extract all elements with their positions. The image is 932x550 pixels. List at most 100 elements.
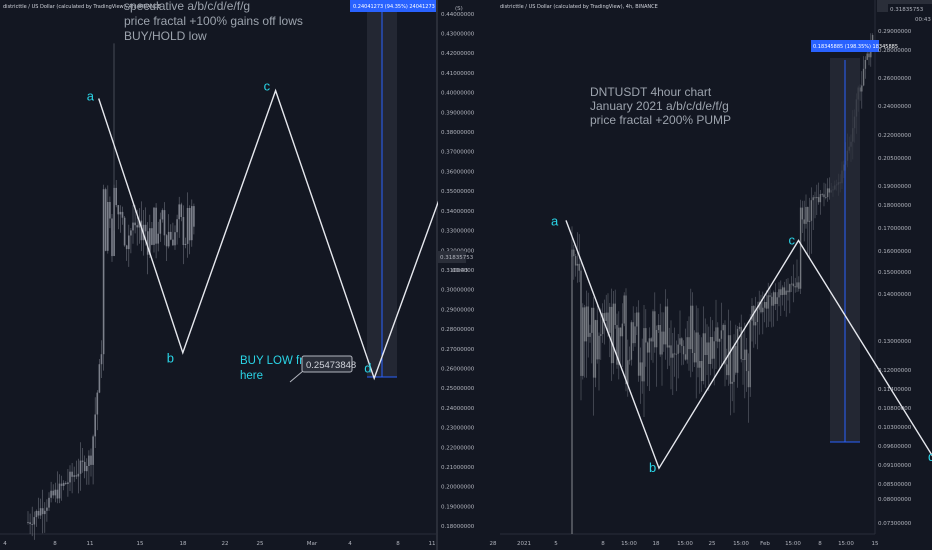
- right-candle-body: [639, 362, 642, 376]
- right-candle-body: [621, 323, 624, 337]
- right-x-tick-label: 8: [601, 541, 605, 547]
- left-y-tick-label: 0.25000000: [441, 386, 475, 392]
- left-candle-body: [153, 207, 155, 245]
- left-candle-body: [75, 475, 78, 477]
- right-x-tick-label: 15:00: [677, 541, 693, 547]
- right-candle-body: [704, 333, 706, 355]
- right-y-tick-label: 0.19000000: [878, 184, 912, 190]
- left-y-tick-label: 0.39000000: [441, 110, 475, 116]
- left-y-tick-label: 0.21000000: [441, 465, 475, 471]
- right-candle-body: [747, 371, 750, 388]
- left-candle-body: [81, 460, 84, 462]
- left-candle-body: [115, 187, 117, 206]
- left-y-tick-label: 0.23000000: [441, 426, 475, 432]
- left-candle-body: [119, 211, 122, 215]
- right-candle-body: [585, 306, 588, 342]
- right-x-tick-label: 25: [709, 541, 716, 547]
- right-candle-body: [821, 194, 823, 195]
- left-candle-body: [92, 436, 94, 465]
- right-wave-line: [565, 220, 932, 470]
- left-candle-body: [44, 510, 46, 515]
- right-candle-body: [819, 194, 822, 203]
- right-candle-body: [648, 338, 651, 353]
- left-measure-label-box: [350, 0, 436, 12]
- right-annotation-line-1: DNTUSDT 4hour chart: [590, 85, 712, 99]
- right-candle-body: [807, 207, 809, 222]
- right-candle-body: [780, 289, 782, 296]
- right-y-tick-label: 0.12000000: [878, 368, 912, 374]
- left-candles: [27, 43, 195, 540]
- left-candle-body: [83, 461, 86, 472]
- right-candle-body: [702, 333, 705, 381]
- right-candle-body: [695, 332, 697, 363]
- right-candle-body: [603, 313, 606, 321]
- left-candle-body: [155, 207, 157, 244]
- right-y-tick-label: 0.11400000: [878, 387, 912, 393]
- left-candle-body: [62, 482, 65, 486]
- right-candle-body: [614, 303, 616, 325]
- right-x-tick-label: 8: [818, 541, 822, 547]
- right-last-price-tag-bg: [888, 4, 932, 13]
- right-y-tick-label: 0.08000000: [878, 497, 912, 503]
- left-y-tick-label: 0.26000000: [441, 367, 475, 373]
- left-candle-body: [186, 208, 189, 244]
- left-measure-label: 0.24041273 (94.35%) 24041273: [353, 4, 435, 10]
- right-candle-body: [616, 325, 618, 365]
- right-candle-body: [600, 334, 602, 336]
- left-candle-body: [180, 204, 183, 217]
- left-y-tick-label: 0.43000000: [441, 32, 475, 38]
- right-candle-body: [612, 303, 615, 364]
- right-candle-body: [643, 328, 645, 382]
- left-candle-body: [136, 225, 138, 228]
- right-candle-body: [594, 320, 597, 378]
- right-y-tick-label: 0.20500000: [878, 156, 912, 162]
- left-candle-body: [31, 524, 33, 525]
- left-candle-body: [46, 507, 48, 511]
- left-candle-body: [29, 522, 31, 524]
- right-candle-body: [866, 53, 868, 60]
- left-candle-body: [104, 189, 107, 251]
- left-x-tick-label: 4: [3, 541, 7, 547]
- left-candle-body: [98, 364, 101, 393]
- buy-price-pointer: [289, 370, 304, 383]
- right-candle-body: [598, 335, 600, 360]
- right-x-tick-label: Feb: [760, 541, 770, 547]
- right-x-tick-label: 5: [554, 541, 558, 547]
- right-candle-body: [808, 220, 811, 222]
- right-y-tick-label: 0.24000000: [878, 104, 912, 110]
- right-candle-body: [596, 320, 598, 360]
- right-candle-body: [610, 306, 613, 364]
- right-y-tick-label: 0.10300000: [878, 425, 912, 431]
- right-candle-body: [641, 362, 643, 382]
- left-wave-label-c: c: [264, 79, 271, 94]
- right-candle-body: [663, 331, 665, 345]
- right-candle-body: [774, 292, 777, 304]
- right-candle-body: [618, 327, 620, 365]
- left-candle-body: [52, 490, 54, 496]
- right-candle-body: [776, 297, 778, 304]
- right-wave-label-d: d: [928, 449, 932, 464]
- left-y-tick-label: 0.38000000: [441, 130, 475, 136]
- right-candle-body: [708, 342, 710, 364]
- left-x-axis: 4 8 11 15 18 22 25 Mar 4 8 11: [3, 541, 435, 547]
- right-x-tick-label: 15:00: [733, 541, 749, 547]
- left-candle-body: [178, 204, 180, 220]
- right-candle-body: [679, 338, 681, 345]
- right-candle-body: [823, 194, 825, 198]
- right-plot-area[interactable]: [438, 0, 875, 534]
- right-candle-body: [729, 335, 732, 384]
- right-candle-body: [580, 270, 582, 376]
- buy-note-line-2: here: [240, 370, 263, 382]
- right-candle-body: [688, 337, 690, 350]
- left-plot-area[interactable]: [0, 0, 436, 534]
- right-candle-body: [578, 263, 580, 271]
- right-y-tick-label: 0.09600000: [878, 444, 912, 450]
- right-price-axis[interactable]: [875, 0, 932, 550]
- right-candle-body: [731, 381, 733, 384]
- buy-price-box[interactable]: [301, 355, 353, 373]
- left-candle-body: [35, 511, 38, 518]
- left-candle-body: [39, 508, 42, 516]
- right-y-tick-label: 0.17000000: [878, 226, 912, 232]
- right-candle-body: [576, 263, 579, 266]
